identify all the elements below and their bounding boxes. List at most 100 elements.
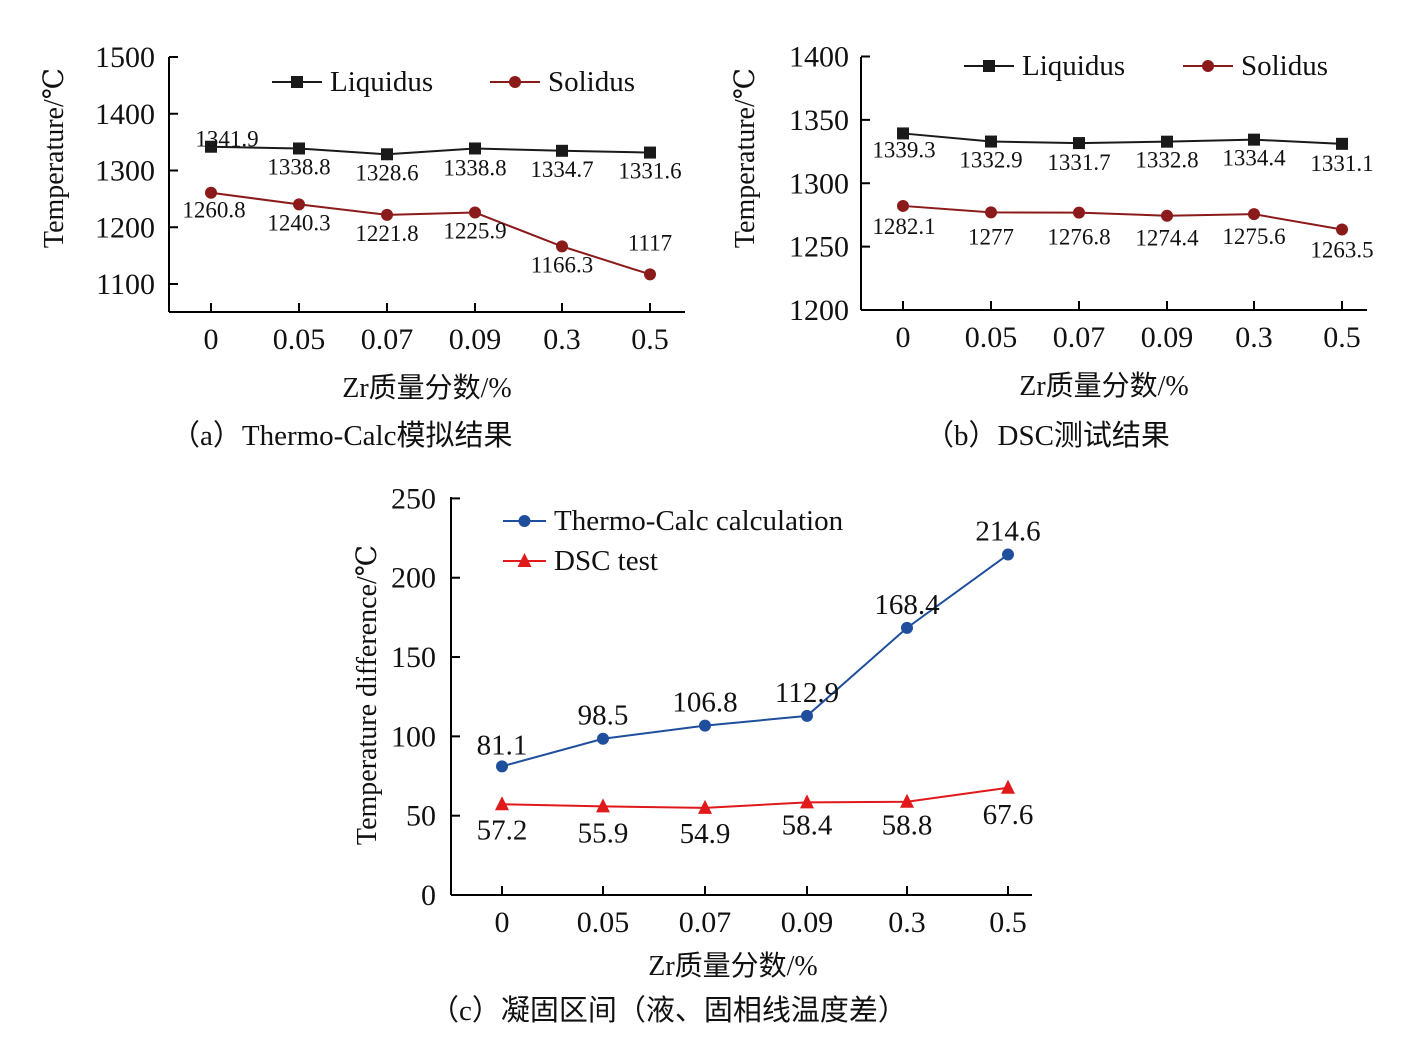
chart-c-series-2-marker — [596, 798, 610, 813]
chart-b-series-2-marker — [1161, 209, 1173, 222]
chart-b-series-1-marker — [1073, 137, 1085, 150]
chart-a-series-1-data-label: 1334.7 — [530, 157, 593, 182]
chart-c-x-tick-label: 0.07 — [679, 906, 732, 939]
chart-a-series-1-marker — [381, 148, 393, 161]
chart-b-series-1-data-label: 1332.8 — [1135, 148, 1198, 173]
chart-a-series-line-1 — [210, 145, 651, 156]
chart-c-series-1-marker — [801, 709, 813, 722]
chart-b-y-tick-label: 1350 — [789, 104, 849, 137]
chart-b-series-1-marker — [897, 127, 909, 140]
chart-b-series-2-data-label: 1263.5 — [1310, 238, 1373, 263]
chart-b-y-tick-label: 1300 — [789, 167, 849, 200]
chart-c-y-tick-label: 0 — [421, 879, 436, 912]
chart-a: 1100 1200 1300 1400 1500 0 0.05 0.07 0.09 0.3 0.5 Z… — [39, 41, 685, 404]
chart-a-legend-marker-2 — [509, 76, 521, 88]
chart-b-y-tick-label: 1250 — [789, 231, 849, 264]
chart-b-series-line-2 — [902, 204, 1343, 231]
chart-c-series-1-marker — [496, 760, 508, 773]
chart-b-y-axis-title: Temperature/℃ — [730, 68, 761, 248]
chart-a-y-tick-label: 1400 — [95, 98, 155, 131]
chart-a-series-1-marker — [556, 144, 568, 157]
chart-c-series-2-data-label: 54.9 — [680, 818, 731, 850]
chart-b-series-line-1 — [902, 132, 1343, 145]
chart-c-series-2-marker — [495, 796, 509, 811]
caption-b: （b）DSC测试结果 — [925, 419, 1170, 452]
chart-a-y-tick-label: 1200 — [95, 211, 155, 244]
chart-b: 1200 1250 1300 1350 1400 0 0.05 0.07 0.09 0.3 0.5 Z… — [730, 41, 1374, 403]
chart-c-series-2-marker — [800, 794, 814, 809]
chart-c-series-1-data-label: 106.8 — [672, 687, 737, 719]
chart-a-legend-marker-1 — [291, 76, 303, 88]
chart-c-series-2-data-label: 58.4 — [782, 809, 833, 841]
chart-c-series-1-marker — [597, 732, 609, 745]
chart-c-series-2-data-label: 55.9 — [578, 817, 629, 849]
chart-b-x-tick-label: 0.07 — [1053, 321, 1106, 354]
chart-a-series-1-data-label: 1331.6 — [618, 159, 681, 184]
chart-a-series-2-marker — [381, 208, 393, 221]
chart-b-series-1-data-label: 1331.7 — [1047, 150, 1110, 175]
chart-b-legend-label-2: Solidus — [1241, 50, 1328, 82]
chart-b-x-axis-title: Zr质量分数/% — [1019, 370, 1189, 402]
chart-c-series-2-marker — [900, 793, 914, 808]
chart-a-series-1-marker — [469, 142, 481, 155]
chart-c-series-2-marker — [698, 799, 712, 814]
chart-a-series-1-data-label: 1338.8 — [443, 155, 506, 180]
chart-c-y-tick-label: 250 — [391, 482, 436, 515]
chart-a-series-2-marker — [293, 198, 305, 211]
chart-a-series-2-data-label: 1240.3 — [267, 210, 330, 235]
chart-a-series-2-marker — [644, 268, 656, 281]
chart-b-series-2-data-label: 1274.4 — [1135, 226, 1199, 251]
chart-a-series-2-data-label: 1166.3 — [531, 252, 593, 277]
chart-a-series-1-data-label: 1338.8 — [267, 154, 330, 179]
chart-c-series-2-data-label: 57.2 — [477, 814, 528, 846]
chart-c-y-tick-label: 50 — [406, 800, 436, 833]
chart-a-series-1-data-label: 1328.6 — [355, 160, 418, 185]
chart-c-y-tick-label: 150 — [391, 641, 436, 674]
chart-b-series-1-marker — [1161, 135, 1173, 148]
chart-c-series-1-data-label: 214.6 — [975, 516, 1040, 548]
chart-b-series-2-data-label: 1276.8 — [1047, 225, 1110, 250]
chart-a-series-2-marker — [469, 206, 481, 219]
chart-a-y-tick-label: 1500 — [95, 41, 155, 74]
chart-c-x-tick-label: 0 — [495, 906, 510, 939]
chart-a-x-tick-label: 0 — [204, 323, 219, 356]
chart-a-x-tick-label: 0.09 — [449, 323, 502, 356]
caption-a: （a）Thermo-Calc模拟结果 — [171, 419, 512, 452]
chart-a-y-tick-label: 1300 — [95, 155, 155, 188]
chart-c-legend-marker-1 — [518, 515, 531, 527]
chart-c-series-1-marker — [1002, 548, 1014, 561]
chart-a-series-2-data-label: 1221.8 — [355, 221, 418, 246]
chart-c-legend-label-2: DSC test — [554, 545, 658, 577]
chart-b-x-tick-label: 0 — [896, 321, 911, 354]
chart-b-y-tick-label: 1200 — [789, 294, 849, 327]
chart-c-y-axis-title: Temperature difference/℃ — [352, 545, 383, 845]
chart-c-series-1-data-label: 81.1 — [477, 729, 528, 761]
chart-b-series-2-data-label: 1275.6 — [1222, 224, 1285, 249]
chart-a-series-1-data-label: 1341.9 — [195, 127, 258, 152]
chart-b-x-tick-label: 0.5 — [1323, 321, 1361, 354]
chart-b-series-2-marker — [897, 199, 909, 212]
chart-b-x-tick-label: 0.05 — [965, 321, 1018, 354]
chart-a-series-line-2 — [210, 191, 651, 276]
chart-a-x-tick-label: 0.3 — [543, 323, 581, 356]
chart-b-series-2-marker — [985, 206, 997, 219]
chart-a-legend-label-2: Solidus — [548, 66, 635, 98]
chart-b-x-tick-label: 0.3 — [1235, 321, 1273, 354]
chart-b-series-2-data-label: 1282.1 — [872, 214, 935, 239]
chart-a-series-2-data-label: 1260.8 — [182, 198, 245, 223]
chart-c-series-1-data-label: 168.4 — [874, 589, 940, 621]
chart-c-legend-marker-2 — [517, 553, 532, 567]
chart-c-series-2-data-label: 67.6 — [983, 799, 1034, 831]
chart-b-series-2-marker — [1073, 206, 1085, 219]
chart-c-series-2-marker — [1001, 779, 1015, 794]
chart-b-x-tick-label: 0.09 — [1141, 321, 1194, 354]
chart-b-series-1-marker — [1248, 133, 1260, 146]
chart-a-series-1-marker — [293, 142, 305, 155]
chart-c-series-1-marker — [901, 621, 913, 634]
chart-c-series-line-2 — [501, 786, 1009, 809]
chart-a-x-tick-label: 0.5 — [631, 323, 669, 356]
chart-a-x-tick-label: 0.07 — [361, 323, 414, 356]
chart-b-series-1-data-label: 1334.4 — [1222, 146, 1286, 171]
chart-b-legend-marker-2 — [1202, 60, 1214, 72]
chart-a-y-axis-title: Temperature/℃ — [39, 68, 70, 248]
